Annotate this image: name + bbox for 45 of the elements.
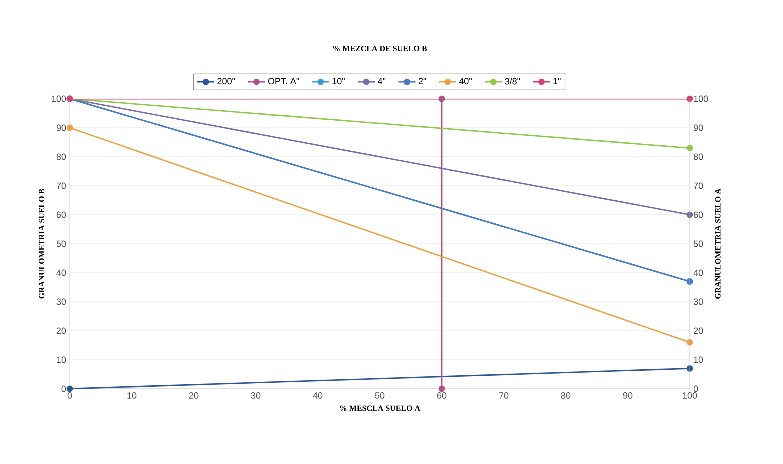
legend-label: 2" xyxy=(418,78,426,84)
x-tick-label: 40 xyxy=(313,392,323,399)
y-tick-label: 50 xyxy=(56,240,66,248)
x-axis-title: % MESCLA SUELO A xyxy=(340,406,421,412)
y-tick-label: 0 xyxy=(62,386,66,392)
x-tick-label: 0 xyxy=(68,392,72,399)
y2-tick-label: 90 xyxy=(694,124,704,132)
y2-tick-label: 10 xyxy=(694,356,704,364)
chart-title: % MEZCLA DE SUELO B xyxy=(333,46,428,52)
y2-tick-label: 20 xyxy=(694,328,704,334)
legend-label: 40" xyxy=(459,78,472,85)
y-tick-label: 20 xyxy=(56,328,66,334)
y-tick-label: 80 xyxy=(56,154,66,160)
y-tick-label: 60 xyxy=(56,212,66,218)
x-tick-label: 20 xyxy=(189,392,199,399)
y2-tick-label: 100 xyxy=(694,96,708,102)
x-tick-label: 80 xyxy=(561,392,571,399)
y-tick-label: 30 xyxy=(56,298,66,306)
y2-tick-label: 0 xyxy=(694,386,698,392)
y2-tick-label: 60 xyxy=(694,212,704,218)
y2-tick-label: 30 xyxy=(694,298,704,306)
y-tick-label: 100 xyxy=(52,96,66,102)
x-tick-label: 50 xyxy=(375,392,385,399)
y2-tick-label: 70 xyxy=(694,182,704,190)
legend-label: 10" xyxy=(332,78,345,85)
x-tick-label: 70 xyxy=(499,392,509,399)
y-tick-label: 90 xyxy=(56,124,66,132)
y-tick-label: 70 xyxy=(56,182,66,190)
x-tick-label: 90 xyxy=(623,392,633,399)
y-tick-label: 10 xyxy=(57,356,66,364)
y-axis-title: GRANULOMETRIA SUELO B xyxy=(39,189,45,299)
y2-axis-title: GRANULOMETRIA SUELO A xyxy=(715,188,721,299)
x-tick-label: 100 xyxy=(683,392,698,399)
legend-label: 4" xyxy=(378,78,386,84)
x-tick-label: 10 xyxy=(128,392,137,399)
y2-tick-label: 40 xyxy=(694,270,704,276)
legend-label: OPT. A" xyxy=(268,78,300,85)
y2-tick-label: 80 xyxy=(694,154,704,160)
x-tick-label: 60 xyxy=(437,392,447,399)
legend-label: 1" xyxy=(554,78,561,84)
legend-label: 200" xyxy=(218,78,236,85)
x-tick-label: 30 xyxy=(251,392,261,399)
y2-tick-label: 50 xyxy=(694,240,704,248)
legend-label: 3/8" xyxy=(505,78,520,85)
y-tick-label: 40 xyxy=(56,270,66,276)
